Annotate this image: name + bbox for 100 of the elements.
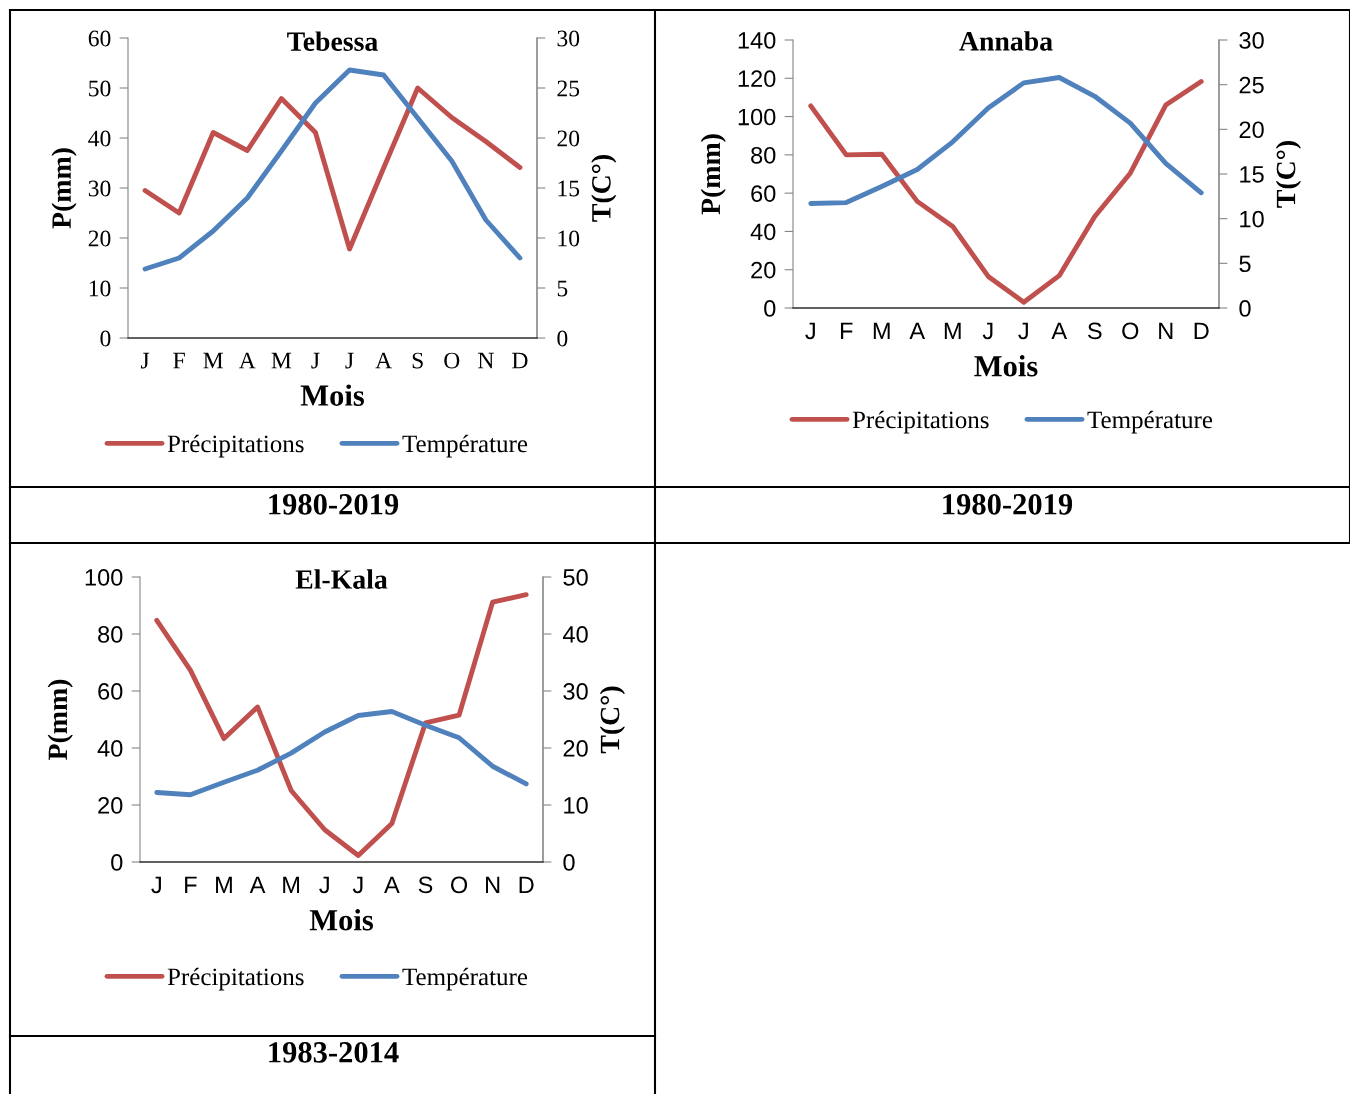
line-series	[154, 709, 529, 798]
y-tick-label: 140	[738, 32, 776, 49]
y-tick-label: 50	[89, 80, 111, 97]
y-axis-title: P(mm)	[51, 148, 77, 229]
y-tick-label: 0	[764, 300, 776, 317]
y2-tick-label: 0	[1239, 300, 1251, 317]
y-tick-label: 120	[738, 70, 776, 88]
x-tick-label: J	[311, 352, 320, 369]
y2-axis-title: T(C°)	[599, 686, 626, 754]
y-tick-label: 20	[98, 797, 123, 814]
x-tick-label: J	[345, 352, 354, 369]
y2-tick-label: 0	[557, 330, 568, 347]
y-tick-label: 60	[88, 30, 111, 47]
x-tick-label: S	[418, 876, 433, 894]
x-tick-label: S	[1087, 322, 1102, 340]
y2-tick-label: 20	[563, 740, 588, 757]
x-tick-label: N	[478, 352, 494, 369]
x-tick-label: J	[982, 322, 993, 340]
x-tick-label: J	[151, 876, 161, 894]
y-axis-title: P(mm)	[700, 134, 726, 215]
y2-tick-label: 0	[563, 854, 575, 871]
y-tick-label: 0	[111, 854, 123, 871]
y2-tick-label: 5	[557, 280, 568, 297]
x-tick-label: J	[140, 352, 150, 369]
x-tick-label: S	[412, 352, 423, 369]
y2-tick-label: 20	[1239, 121, 1264, 139]
x-tick-label: J	[319, 876, 329, 894]
y-tick-label: 10	[89, 280, 111, 297]
x-tick-label: D	[519, 876, 534, 893]
x-axis-title: Mois	[300, 384, 364, 406]
y2-tick-label: 10	[564, 797, 588, 814]
x-tick-label: M	[873, 322, 890, 339]
y-tick-label: 40	[88, 130, 111, 147]
x-tick-label: D	[1194, 322, 1209, 339]
y-tick-label: 100	[738, 108, 776, 126]
y2-tick-label: 10	[1240, 210, 1264, 228]
text: 1980-2019	[269, 494, 399, 515]
line-series	[808, 75, 1204, 206]
x-tick-label: M	[944, 322, 961, 339]
y2-tick-label: 10	[558, 230, 580, 247]
legend-label: Précipitations	[167, 967, 304, 991]
y2-tick-label: 50	[563, 569, 588, 586]
x-tick-label: J	[1018, 322, 1028, 340]
y-tick-label: 40	[750, 223, 776, 241]
x-tick-label: O	[450, 876, 468, 894]
y2-tick-label: 30	[1239, 32, 1264, 49]
chart-title: El-Kala	[295, 569, 388, 589]
x-tick-label: J	[352, 876, 363, 894]
y-tick-label: 80	[98, 626, 123, 643]
line-series	[142, 67, 523, 272]
x-tick-label: N	[486, 876, 500, 893]
y2-tick-label: 25	[1239, 76, 1264, 94]
y-tick-label: 20	[88, 230, 111, 247]
x-tick-label: M	[271, 352, 292, 369]
y-axis-title: P(mm)	[47, 679, 73, 760]
x-tick-label: F	[185, 876, 197, 893]
y-tick-label: 0	[100, 330, 111, 347]
y-tick-label: 40	[97, 740, 123, 757]
y-tick-label: 30	[88, 180, 111, 197]
x-tick-label: J	[805, 322, 815, 340]
legend-label: Précipitations	[852, 410, 989, 434]
x-tick-label: O	[1122, 322, 1139, 340]
y-tick-label: 60	[98, 683, 123, 700]
chart-title: Annaba	[959, 31, 1053, 51]
y2-tick-label: 20	[557, 130, 580, 147]
legend-label: Température	[1087, 410, 1213, 434]
y-tick-label: 100	[85, 569, 123, 586]
x-tick-label: A	[384, 876, 400, 893]
x-axis-title: Mois	[309, 909, 373, 931]
y2-tick-label: 5	[1239, 255, 1251, 273]
y-tick-label: 80	[751, 146, 776, 164]
x-tick-label: O	[444, 352, 460, 369]
y2-tick-label: 30	[563, 683, 588, 700]
x-tick-label: M	[216, 876, 232, 893]
line-series	[154, 592, 529, 858]
x-tick-label: M	[203, 352, 224, 369]
y2-tick-label: 40	[562, 626, 588, 643]
x-tick-label: A	[239, 352, 256, 369]
y2-tick-label: 25	[557, 80, 580, 97]
y2-axis-title: T(C°)	[591, 155, 617, 222]
x-tick-label: F	[173, 352, 185, 369]
legend-label: Précipitations	[167, 434, 304, 458]
y2-tick-label: 15	[1240, 166, 1264, 183]
text: 1980-2019	[943, 494, 1073, 515]
line-series	[808, 79, 1204, 305]
y-tick-label: 60	[751, 185, 776, 202]
x-tick-label: A	[375, 352, 392, 369]
y-tick-label: 20	[751, 261, 776, 279]
y2-axis-title: T(C°)	[1275, 141, 1302, 208]
x-axis-title: Mois	[974, 355, 1038, 377]
legend-label: Température	[402, 967, 528, 991]
x-tick-label: A	[909, 322, 926, 339]
x-tick-label: D	[512, 352, 528, 369]
y2-tick-label: 15	[558, 180, 580, 197]
x-tick-label: N	[1159, 322, 1173, 339]
legend-label: Température	[402, 434, 528, 458]
text: 1983-2014	[269, 1042, 399, 1063]
y2-tick-label: 30	[557, 30, 580, 47]
x-tick-label: A	[1051, 322, 1068, 339]
line-series	[142, 85, 523, 252]
